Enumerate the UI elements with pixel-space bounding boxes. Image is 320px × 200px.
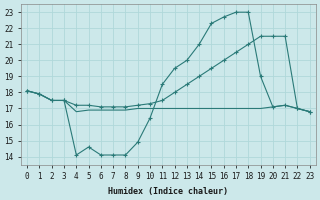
X-axis label: Humidex (Indice chaleur): Humidex (Indice chaleur)	[108, 187, 228, 196]
